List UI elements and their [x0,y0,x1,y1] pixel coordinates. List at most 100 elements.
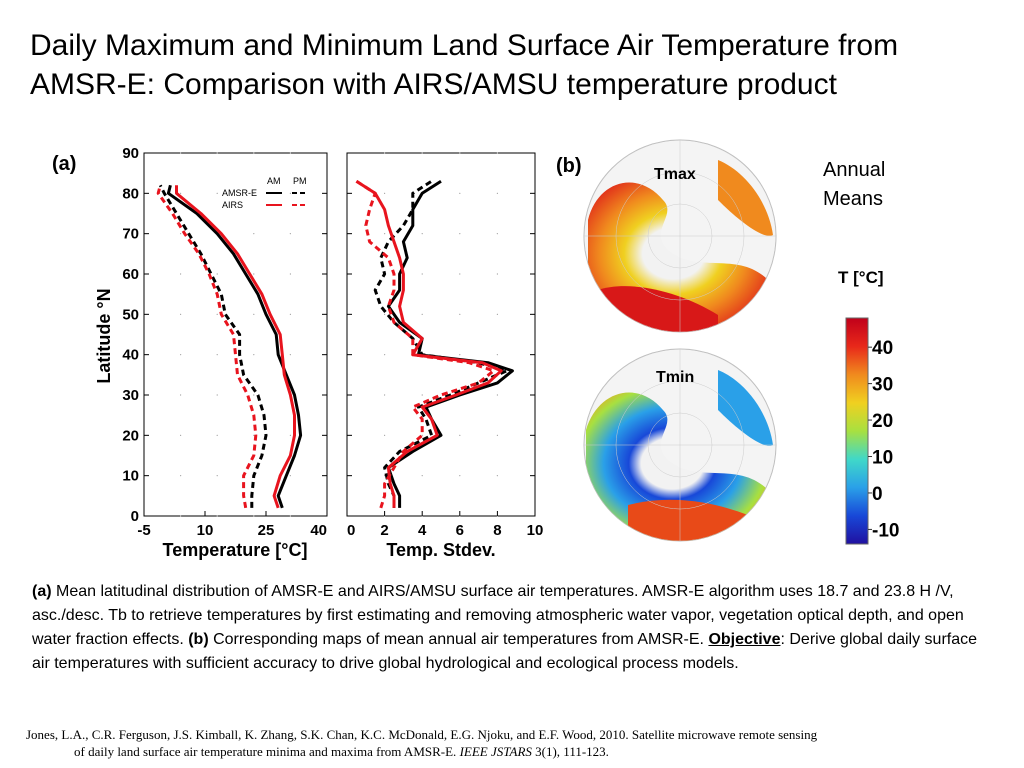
series-line-amsr-e-am [158,184,268,508]
grid-dot [496,475,498,477]
grid-dot [496,273,498,275]
map-label-tmax: Tmax [654,166,696,183]
grid-dot [216,152,218,154]
grid-dot [289,152,291,154]
x-tick-label: 4 [418,522,427,539]
y-tick-label: 90 [122,145,139,162]
grid-dot [180,475,182,477]
annual-means-label: Annual Means [823,156,885,214]
y-tick-label: 40 [122,347,139,364]
series-line-airs-am [355,179,496,509]
citation-line2-pre: of daily land surface air temperature mi… [74,744,460,759]
grid-dot [459,152,461,154]
grid-dot [216,475,218,477]
annual-means-maps: Tmax Tmin [583,139,777,542]
caption-b-text: Corresponding maps of mean annual air te… [208,631,709,648]
grid-dot [459,354,461,356]
plot-frame [143,152,328,517]
grid-dot [253,434,255,436]
series-line-airs-pm [175,185,296,509]
grid-dot [253,233,255,235]
y-tick-label: 70 [122,226,139,243]
grid-dot [289,313,291,315]
caption-b-tag: (b) [188,631,209,648]
y-tick-label: 80 [122,185,139,202]
grid-dot [459,434,461,436]
grid-dot [180,394,182,396]
y-axis-label-latitude: Latitude °N [94,288,114,383]
grid-dot [180,152,182,154]
grid-dot [459,233,461,235]
grid-dot [180,434,182,436]
x-tick-label: 10 [527,522,544,539]
grid-dot [253,273,255,275]
legend-col-am: AM [267,176,281,186]
grid-dot [496,233,498,235]
grid-dot [289,434,291,436]
caption-a-tag: (a) [32,583,52,600]
grid-dot [421,394,423,396]
grid-dot [496,394,498,396]
grid-dot [421,475,423,477]
colorbar-tick-label: 10 [872,448,893,469]
grid-dot [253,192,255,194]
grid-dot [421,152,423,154]
grid-dot [216,515,218,517]
x-tick-label: 2 [380,522,388,539]
caption-objective-tag: Objective [708,631,781,648]
grid-dot [216,313,218,315]
citation-journal: IEEE JSTARS [459,744,532,759]
grid-dot [421,273,423,275]
grid-dot [459,273,461,275]
x-axis-label-temperature: Temperature [°C] [163,540,308,560]
reference-citation: Jones, L.A., C.R. Ferguson, J.S. Kimball… [26,726,1016,760]
legend-col-pm: PM [293,176,307,186]
grid-dot [216,434,218,436]
grid-dot [384,152,386,154]
grid-dot [216,394,218,396]
grid-dot [421,233,423,235]
x-tick-label: 10 [197,522,214,539]
grid-dot [459,475,461,477]
grid-dot [253,394,255,396]
grid-dot [384,313,386,315]
grid-dot [384,394,386,396]
colorbar-tick-label: 40 [872,338,893,359]
y-tick-label: 0 [131,508,139,525]
tmin-map: Tmin [583,348,777,542]
grid-dot [216,354,218,356]
colorbar-tick-label: 30 [872,375,893,396]
grid-dot [421,434,423,436]
citation-line2-post: 3(1), 111-123. [531,744,609,759]
series-line-airs-am [156,184,258,509]
x-tick-label: 8 [493,522,501,539]
grid-dot [496,192,498,194]
y-tick-label: 20 [122,427,139,444]
grid-dot [496,152,498,154]
x-tick-label: 40 [310,522,327,539]
grid-dot [496,434,498,436]
tmax-map: Tmax [583,139,777,333]
colorbar-tick-label: 20 [872,411,893,432]
grid-dot [289,354,291,356]
panel-b-label: (b) [556,155,582,177]
y-tick-label: 60 [122,266,139,283]
grid-dot [253,313,255,315]
citation-line1: Jones, L.A., C.R. Ferguson, J.S. Kimball… [26,727,818,742]
annual-means-line1: Annual [823,159,886,181]
grid-dot [180,313,182,315]
grid-dot [496,313,498,315]
grid-dot [253,354,255,356]
grid-dot [384,233,386,235]
x-axis-label-stdev: Temp. Stdev. [386,540,495,560]
grid-dot [459,192,461,194]
y-tick-label: 30 [122,387,139,404]
grid-dot [253,152,255,154]
grid-dot [180,233,182,235]
grid-dot [459,313,461,315]
plot-frame [346,152,536,517]
annual-means-line2: Means [823,188,884,210]
colorbar-gradient [845,317,869,545]
grid-dot [216,192,218,194]
